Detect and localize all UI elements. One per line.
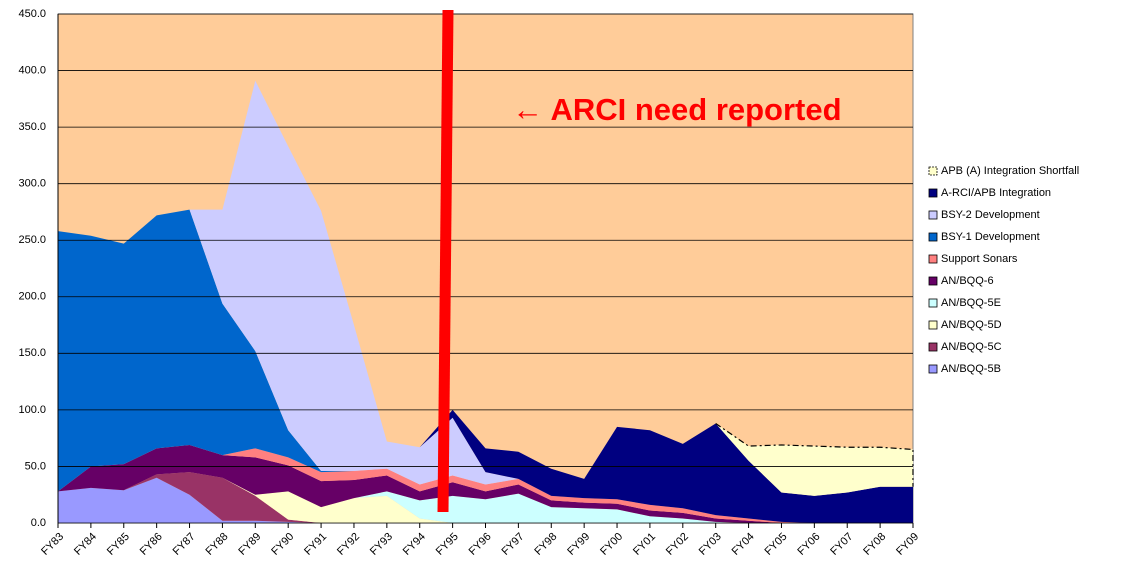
x-tick-label: FY92 — [335, 531, 362, 558]
x-tick-label: FY95 — [434, 531, 461, 558]
y-tick-label: 200.0 — [18, 291, 46, 303]
legend-label: Support Sonars — [941, 253, 1018, 265]
legend-swatch — [928, 342, 938, 352]
area — [58, 209, 913, 523]
area — [58, 80, 913, 496]
x-tick-label: FY04 — [730, 531, 757, 558]
x-tick-label: FY03 — [697, 531, 724, 558]
legend-swatch — [928, 232, 938, 242]
x-tick-label: FY88 — [204, 531, 231, 558]
x-tick-label: FY90 — [269, 531, 296, 558]
x-tick-label: FY87 — [171, 531, 198, 558]
legend-label: AN/BQQ-5C — [941, 341, 1002, 353]
legend: APB (A) Integration Shortfall A-RCI/APB I… — [928, 165, 1079, 375]
legend-swatch — [928, 188, 938, 198]
x-tick-label: FY02 — [664, 531, 691, 558]
legend-label: AN/BQQ-5E — [941, 297, 1001, 309]
legend-label: APB (A) Integration Shortfall — [941, 165, 1079, 177]
x-tick-label: FY09 — [894, 531, 921, 558]
y-tick-label: 350.0 — [18, 121, 46, 133]
y-tick-label: 100.0 — [18, 404, 46, 416]
x-tick-label: FY91 — [302, 531, 329, 558]
annotation: ← ARCI need reported — [512, 92, 842, 127]
y-tick-label: 250.0 — [18, 234, 46, 246]
x-tick-label: FY84 — [72, 531, 99, 558]
x-tick-label: FY85 — [105, 531, 132, 558]
y-tick-label: 150.0 — [18, 347, 46, 359]
y-tick-label: 300.0 — [18, 178, 46, 190]
legend-label: AN/BQQ-5D — [941, 319, 1002, 331]
x-tick-label: FY96 — [467, 531, 494, 558]
y-tick-label: 400.0 — [18, 64, 46, 76]
legend-swatch — [928, 364, 938, 374]
legend-swatch — [928, 320, 938, 330]
area — [58, 477, 913, 523]
legend-label: AN/BQQ-5B — [941, 363, 1001, 375]
x-tick-label: FY97 — [499, 531, 526, 558]
y-tick-label: 450.0 — [18, 8, 46, 20]
x-tick-label: FY01 — [631, 531, 658, 558]
area — [58, 472, 913, 523]
x-tick-label: FY99 — [565, 531, 592, 558]
x-tick-label: FY05 — [763, 531, 790, 558]
x-tick-label: FY08 — [861, 531, 888, 558]
x-tick-label: FY98 — [532, 531, 559, 558]
area — [58, 444, 913, 523]
legend-swatch — [928, 254, 938, 264]
legend-swatch — [928, 166, 938, 176]
y-tick-label: 50.0 — [25, 460, 46, 472]
x-tick-label: FY86 — [138, 531, 165, 558]
legend-label: A-RCI/APB Integration — [941, 187, 1051, 199]
marker-line — [437, 9, 454, 513]
area — [58, 80, 913, 523]
x-tick-label: FY07 — [828, 531, 855, 558]
x-tick-label: FY94 — [401, 531, 428, 558]
x-tick-label: FY83 — [39, 531, 66, 558]
x-tick-label: FY00 — [598, 531, 625, 558]
x-tick-label: FY93 — [368, 531, 395, 558]
area-outline — [715, 422, 914, 487]
legend-swatch — [928, 276, 938, 286]
x-tick-label: FY06 — [795, 531, 822, 558]
area — [58, 472, 913, 523]
legend-label: AN/BQQ-6 — [941, 275, 994, 287]
legend-swatch — [928, 298, 938, 308]
legend-label: BSY-2 Development — [941, 209, 1040, 221]
legend-label: BSY-1 Development — [941, 231, 1040, 243]
legend-swatch — [928, 210, 938, 220]
x-tick-label: FY89 — [236, 531, 263, 558]
y-tick-label: 0.0 — [31, 517, 46, 529]
